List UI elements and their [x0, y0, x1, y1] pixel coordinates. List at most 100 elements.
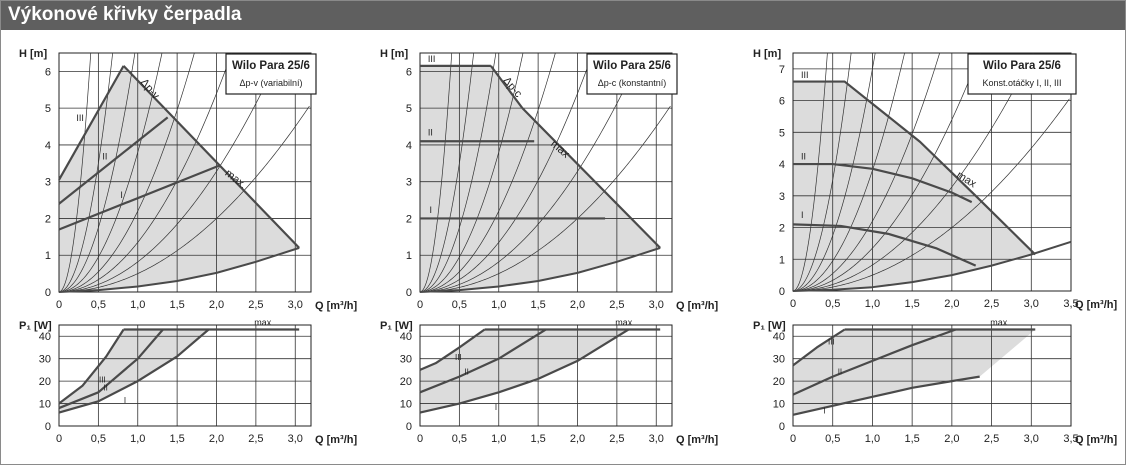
x-axis-label: Q [m³/h]	[676, 300, 718, 312]
x-tick-label: 1,5	[169, 433, 184, 445]
label-iii: III	[828, 337, 835, 346]
y-tick-label: 0	[779, 421, 785, 433]
x-tick-label: 3,0	[649, 433, 664, 445]
y-axis-label: P₁ [W]	[380, 320, 413, 332]
series-line-min	[58, 246, 300, 293]
y-tick-label: 20	[773, 376, 785, 388]
y-tick-label: 2	[779, 223, 785, 235]
x-tick-label: 0,5	[825, 433, 840, 445]
x-tick-label: 0,5	[825, 298, 840, 310]
y-tick-label: 0	[45, 287, 51, 299]
x-tick-label: 2,0	[209, 299, 224, 311]
system-curve	[58, 105, 310, 293]
x-tick-label: 1,5	[904, 433, 919, 445]
chart-panel-1: 0 0,5 1,0 1,5 2,0 2,5 3,0 0 1 2 3 4 5 6 H [m] Q [m³/h] W…	[19, 48, 357, 312]
series-line-max	[122, 65, 300, 249]
label-i: I	[124, 396, 126, 405]
system-curve	[58, 52, 233, 293]
label-ii: II	[102, 152, 107, 162]
x-tick-label: 0,5	[452, 433, 467, 445]
y-tick-label: 0	[779, 286, 785, 298]
x-tick-label: 2,0	[570, 433, 585, 445]
x-axis-label: Q [m³/h]	[676, 434, 718, 446]
label-max: max.	[990, 317, 1010, 327]
y-tick-label: 20	[400, 376, 412, 388]
system-curve	[58, 52, 114, 293]
y-tick-label: 4	[45, 140, 51, 152]
x-tick-label: 1,5	[530, 433, 545, 445]
header-bar: Výkonové křivky čerpadla	[1, 1, 1125, 30]
y-tick-label: 6	[779, 96, 785, 108]
x-tick-label: 1,0	[491, 433, 506, 445]
page-title: Výkonové křivky čerpadla	[8, 4, 242, 25]
label-iii: III	[99, 376, 106, 385]
x-axis-label: Q [m³/h]	[315, 434, 357, 446]
series-line-i	[58, 164, 221, 231]
label-iii: III	[428, 54, 436, 64]
x-tick-label: 1,0	[865, 298, 880, 310]
series-line-iii	[58, 65, 125, 181]
x-tick-label: 1,0	[130, 433, 145, 445]
series-line-iii	[793, 80, 1037, 256]
series-line-i	[58, 328, 210, 414]
x-tick-label: 2,5	[984, 298, 999, 310]
y-tick-label: 5	[406, 103, 412, 115]
system-curve	[419, 52, 524, 293]
x-tick-label: 0	[417, 433, 423, 445]
x-tick-label: 0,5	[91, 433, 106, 445]
legend-box	[225, 53, 317, 95]
system-curve	[58, 52, 136, 293]
x-tick-label: 1,0	[865, 433, 880, 445]
y-tick-label: 40	[400, 331, 412, 343]
x-axis-label: Q [m³/h]	[1075, 434, 1117, 446]
label-ii: II	[464, 368, 468, 377]
x-tick-label: 2,5	[984, 433, 999, 445]
x-tick-label: 2,0	[209, 433, 224, 445]
x-tick-label: 1,0	[130, 299, 145, 311]
system-curve	[792, 98, 1070, 292]
series-line-ii	[419, 328, 547, 394]
label-max: max.	[254, 317, 274, 327]
x-tick-label: 3,5	[1063, 433, 1078, 445]
system-curve	[58, 52, 163, 293]
label-ii: II	[838, 368, 842, 377]
label-i: I	[429, 205, 432, 215]
y-tick-label: 5	[779, 127, 785, 139]
x-tick-label: 2,0	[944, 298, 959, 310]
series-line-iii	[419, 328, 486, 371]
x-tick-label: 3,0	[288, 433, 303, 445]
x-axis-label: Q [m³/h]	[315, 300, 357, 312]
x-tick-label: 2,5	[248, 433, 263, 445]
series-line-min	[419, 246, 661, 293]
series-line-ii	[793, 162, 973, 204]
y-tick-label: 1	[45, 250, 51, 262]
legend-subtitle: Konst.otáčky I, II, III	[982, 78, 1061, 88]
legend-box	[967, 53, 1077, 95]
system-curve	[419, 52, 453, 293]
x-tick-label: 3,5	[1063, 298, 1078, 310]
x-tick-label: 3,0	[288, 299, 303, 311]
system-curve	[58, 52, 92, 293]
y-axis-label: P₁ [W]	[19, 320, 52, 332]
series-line-max	[489, 65, 661, 249]
plot-frame	[419, 52, 673, 293]
plot-frame	[792, 52, 1072, 292]
series-line-i	[792, 375, 980, 416]
legend-subtitle: Δp-c (konstantní)	[598, 78, 667, 88]
legend-title: Wilo Para 25/6	[232, 60, 310, 72]
x-tick-label: 1,0	[491, 299, 506, 311]
x-tick-label: 3,0	[649, 299, 664, 311]
plot-frame	[58, 324, 312, 427]
y-tick-label: 7	[779, 64, 785, 76]
y-tick-label: 4	[406, 140, 412, 152]
series-line-i	[419, 328, 630, 414]
x-axis-label: Q [m³/h]	[1075, 299, 1117, 311]
chart-panel-3: 0 0,5 1,0 1,5 2,0 2,5 3,0 3,5 0 1 2 3 4 5 6 7 H [m] Q [m³…	[753, 48, 1117, 311]
y-tick-label: 10	[773, 399, 785, 411]
y-tick-label: 2	[406, 213, 412, 225]
system-curve	[419, 105, 671, 293]
label-i: I	[823, 406, 825, 415]
y-tick-label: 6	[45, 66, 51, 78]
x-tick-label: 2,0	[570, 299, 585, 311]
